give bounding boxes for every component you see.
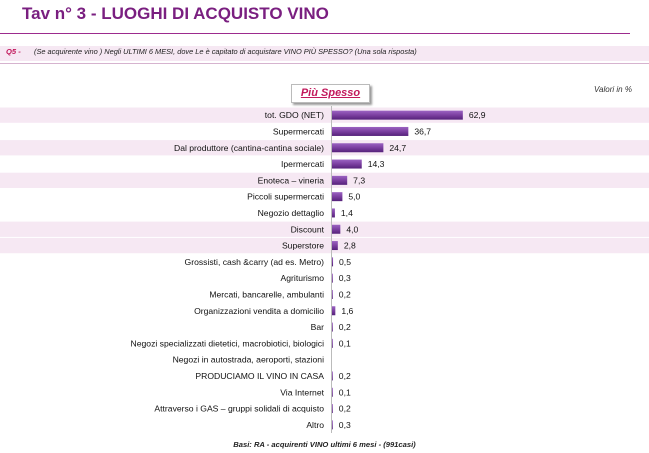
row-band	[0, 221, 649, 237]
category-label: PRODUCIAMO IL VINO IN CASA	[195, 371, 324, 381]
row-bands	[0, 107, 649, 254]
category-label: Bar	[311, 322, 325, 332]
bar	[332, 110, 463, 120]
category-label: Piccoli supermercati	[247, 192, 324, 202]
bar	[332, 371, 333, 381]
category-label: Ipermercati	[281, 159, 324, 169]
question-id: Q5 -	[6, 47, 21, 56]
value-label: 1,6	[341, 306, 353, 316]
value-label: 0,3	[339, 420, 351, 430]
value-label: 0,5	[339, 257, 351, 267]
category-label: Negozio dettaglio	[258, 208, 325, 218]
bar	[332, 192, 343, 202]
row-band	[0, 172, 649, 188]
bar	[332, 404, 333, 414]
bar	[332, 289, 333, 299]
question-text: (Se acquirente vino ) Negli ULTIMI 6 MES…	[34, 47, 417, 56]
value-label: 2,8	[344, 241, 356, 251]
row-band	[0, 107, 649, 123]
value-label: 36,7	[414, 126, 431, 136]
category-label: Discount	[291, 224, 325, 234]
category-label: Altro	[306, 420, 324, 430]
value-label: 0,2	[339, 371, 351, 381]
bar	[332, 208, 335, 218]
category-label: Enoteca – vineria	[258, 175, 325, 185]
bar	[332, 273, 333, 283]
value-label: 0,2	[339, 289, 351, 299]
category-label: Negozi in autostrada, aeroporti, stazion…	[173, 355, 325, 365]
bar	[332, 420, 333, 430]
bar	[332, 306, 336, 316]
bars	[332, 110, 463, 430]
value-label: 7,3	[353, 175, 365, 185]
units-note: Valori in %	[594, 85, 632, 94]
bar	[332, 159, 362, 169]
category-label: Agriturismo	[281, 273, 325, 283]
bar	[332, 126, 409, 136]
question-band	[0, 46, 649, 61]
bar	[332, 322, 333, 332]
bar	[332, 257, 334, 267]
category-label: Via Internet	[280, 387, 324, 397]
value-label: 0,2	[339, 322, 351, 332]
footnote: Basi: RA - acquirenti VINO ultimi 6 mesi…	[233, 440, 416, 449]
bar	[332, 143, 384, 153]
category-label: Negozi specializzati dietetici, macrobio…	[131, 338, 325, 348]
question-divider	[0, 63, 649, 64]
category-labels: tot. GDO (NET) Supermercati Dal produttore…	[131, 110, 325, 430]
bar	[332, 338, 333, 348]
value-label: 0,1	[339, 338, 351, 348]
category-label: tot. GDO (NET)	[265, 110, 324, 120]
category-label: Dal produttore (cantina-cantina sociale)	[174, 143, 324, 153]
category-label: Superstore	[282, 241, 324, 251]
category-label: Mercati, bancarelle, ambulanti	[209, 289, 324, 299]
bar	[332, 224, 341, 234]
value-label: 24,7	[389, 143, 406, 153]
category-label: Supermercati	[273, 126, 324, 136]
value-labels: 62,9 36,7 24,7 14,37,3 5,0 1,4 4,0 2,8 0,5 0,3 0,2…	[339, 110, 486, 430]
value-label: 4,0	[346, 224, 358, 234]
value-label: 14,3	[368, 159, 385, 169]
title-divider	[0, 33, 630, 34]
value-label: 0,3	[339, 273, 351, 283]
row-band	[0, 140, 649, 156]
value-label: 1,4	[341, 208, 353, 218]
bar	[332, 387, 333, 397]
value-label: 5,0	[348, 192, 360, 202]
category-label: Grossisti, cash &carry (ad es. Metro)	[185, 257, 325, 267]
category-label: Attraverso i GAS – gruppi solidali di ac…	[154, 404, 324, 414]
column-header: Più Spesso	[291, 84, 370, 103]
row-band	[0, 237, 649, 254]
value-label: 0,1	[339, 387, 351, 397]
category-label: Organizzazioni vendita a domicilio	[194, 306, 324, 316]
page-title: Tav n° 3 - LUOGHI DI ACQUISTO VINO	[22, 4, 329, 23]
value-label: 62,9	[469, 110, 486, 120]
bar	[332, 175, 348, 185]
value-label: 0,2	[339, 404, 351, 414]
bar	[332, 241, 338, 251]
